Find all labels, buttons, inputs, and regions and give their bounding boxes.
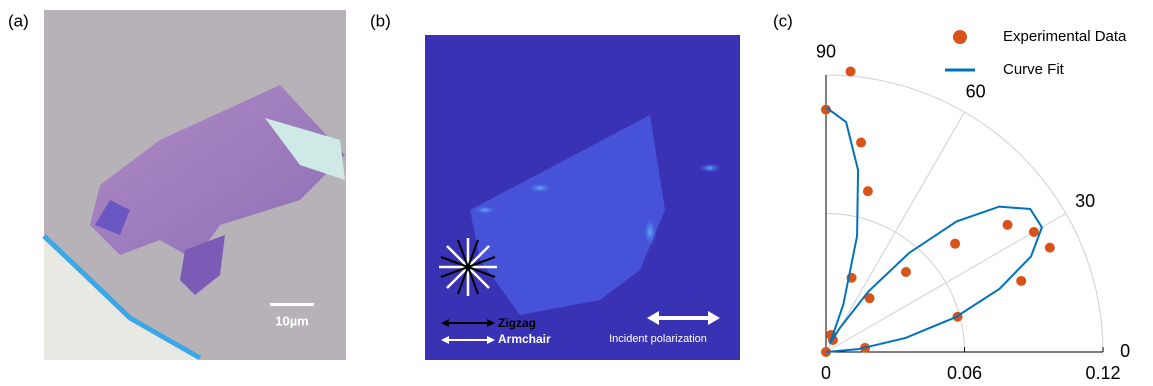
legend-label: Experimental Data	[1003, 28, 1127, 45]
panel-label: (b)	[370, 11, 391, 30]
legend-label: Armchair	[498, 332, 551, 346]
theta-tick-label: 0	[1120, 341, 1130, 361]
theta-tick-label: 60	[966, 82, 986, 102]
optical-image: 10µm	[44, 10, 346, 360]
legend-marker	[953, 30, 967, 44]
r-tick-label: 0	[821, 363, 831, 383]
data-point	[846, 66, 856, 76]
panel-label: (a)	[8, 11, 29, 30]
raman-map: Zigzag Armchair Incident polarization	[425, 35, 740, 360]
data-point	[950, 239, 960, 249]
scale-bar-label: 10µm	[275, 313, 309, 328]
data-point	[901, 267, 911, 277]
data-point	[1045, 243, 1055, 253]
r-tick-label: 0.06	[947, 363, 982, 383]
data-point	[863, 186, 873, 196]
legend-label: Zigzag	[498, 316, 536, 330]
data-point	[1029, 227, 1039, 237]
panel-label: (c)	[773, 11, 793, 30]
theta-tick-label: 90	[816, 42, 836, 62]
figure: (a) 10µm (b) Zigzag Armchair	[0, 0, 1153, 386]
data-point	[856, 138, 866, 148]
data-point	[1016, 276, 1026, 286]
annotation: Incident polarization	[609, 333, 707, 345]
data-point	[1003, 220, 1013, 230]
theta-tick-label: 30	[1075, 191, 1095, 211]
theta-grid-line	[826, 112, 965, 352]
r-tick-label: 0.12	[1085, 363, 1120, 383]
legend-label: Curve Fit	[1003, 61, 1065, 78]
